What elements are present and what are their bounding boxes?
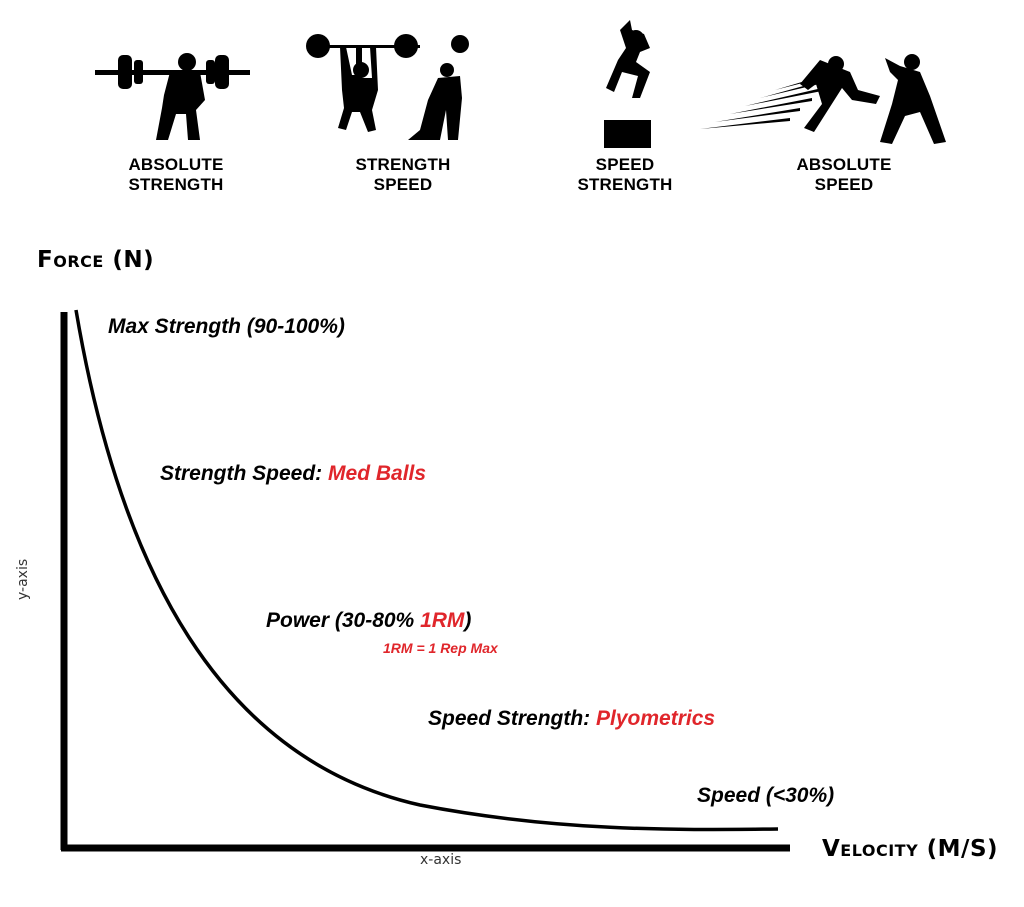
category-label-line1: STRENGTH <box>355 155 451 174</box>
annotation-med-balls: Med Balls <box>328 462 427 485</box>
category-label-line1: SPEED <box>595 155 655 174</box>
category-label-line2: STRENGTH <box>577 175 673 194</box>
athlete-figures-row <box>95 20 946 148</box>
category-label-line1: ABSOLUTE <box>128 155 224 174</box>
annotation-strength-speed: Strength Speed: Med Balls <box>160 462 426 486</box>
category-label-line2: SPEED <box>373 175 433 194</box>
category-strength-speed: STRENGTH SPEED <box>333 155 473 195</box>
category-label-line1: ABSOLUTE <box>796 155 892 174</box>
category-label-line2: SPEED <box>814 175 874 194</box>
force-velocity-curve <box>74 309 779 832</box>
annotation-speed: Speed (<30%) <box>697 784 835 807</box>
med-ball-athlete-icon <box>408 35 469 140</box>
annotation-1rm-note: 1RM = 1 Rep Max <box>383 640 498 656</box>
y-axis-label: y-axis <box>15 558 31 600</box>
annotation-power: Power (30-80% 1RM) <box>266 609 471 633</box>
category-absolute-strength: ABSOLUTE STRENGTH <box>106 155 246 195</box>
sprinter-athletes-icon <box>700 54 946 144</box>
x-axis-label: x-axis <box>420 852 462 868</box>
snatch-athlete-icon <box>306 34 420 132</box>
annotation-speed-strength-text: Speed Strength: <box>428 707 597 730</box>
squat-athlete-icon <box>95 53 250 140</box>
annotation-1rm: 1RM <box>420 609 465 632</box>
box-jump-athlete-icon <box>604 20 651 148</box>
annotation-max-strength: Max Strength (90-100%) <box>108 315 345 338</box>
category-label-line2: STRENGTH <box>128 175 224 194</box>
annotation-strength-speed-text: Strength Speed: <box>160 462 329 485</box>
category-speed-strength: SPEED STRENGTH <box>555 155 695 195</box>
annotation-power-text: Power (30-80% <box>266 609 421 632</box>
annotation-plyometrics: Plyometrics <box>596 707 716 730</box>
y-axis-title: Force (N) <box>37 247 155 273</box>
annotation-power-suffix: ) <box>464 609 472 632</box>
category-absolute-speed: ABSOLUTE SPEED <box>774 155 914 195</box>
annotation-speed-strength: Speed Strength: Plyometrics <box>428 707 715 731</box>
x-axis-title: Velocity (M/S) <box>822 836 999 862</box>
